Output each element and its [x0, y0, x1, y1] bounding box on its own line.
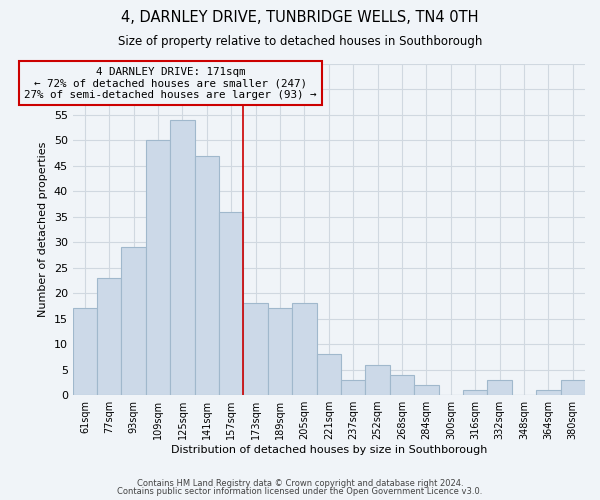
Bar	[292, 304, 317, 395]
Bar	[560, 380, 585, 395]
Bar	[365, 364, 390, 395]
Bar	[414, 385, 439, 395]
Bar	[73, 308, 97, 395]
Bar	[463, 390, 487, 395]
Bar	[97, 278, 121, 395]
Bar	[341, 380, 365, 395]
Text: Size of property relative to detached houses in Southborough: Size of property relative to detached ho…	[118, 35, 482, 48]
Bar	[536, 390, 560, 395]
Bar	[121, 248, 146, 395]
Bar	[170, 120, 194, 395]
Bar	[146, 140, 170, 395]
Bar	[487, 380, 512, 395]
Bar	[390, 374, 414, 395]
Text: Contains HM Land Registry data © Crown copyright and database right 2024.: Contains HM Land Registry data © Crown c…	[137, 478, 463, 488]
Bar	[244, 304, 268, 395]
Y-axis label: Number of detached properties: Number of detached properties	[38, 142, 48, 317]
Bar	[268, 308, 292, 395]
X-axis label: Distribution of detached houses by size in Southborough: Distribution of detached houses by size …	[170, 445, 487, 455]
Text: 4, DARNLEY DRIVE, TUNBRIDGE WELLS, TN4 0TH: 4, DARNLEY DRIVE, TUNBRIDGE WELLS, TN4 0…	[121, 10, 479, 25]
Bar	[219, 212, 244, 395]
Text: Contains public sector information licensed under the Open Government Licence v3: Contains public sector information licen…	[118, 487, 482, 496]
Bar	[317, 354, 341, 395]
Bar	[194, 156, 219, 395]
Text: 4 DARNLEY DRIVE: 171sqm
← 72% of detached houses are smaller (247)
27% of semi-d: 4 DARNLEY DRIVE: 171sqm ← 72% of detache…	[24, 66, 317, 100]
